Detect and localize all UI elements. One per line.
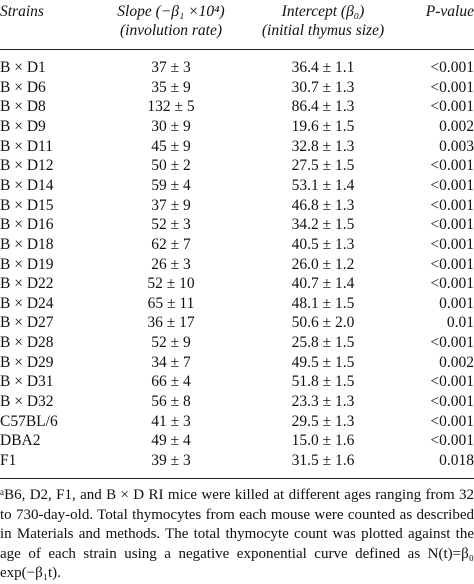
table-cell: <0.001 <box>430 373 474 391</box>
table-cell: B × D14 <box>0 176 54 194</box>
table-cell: <0.001 <box>430 235 474 253</box>
table-cell: <0.001 <box>430 78 474 96</box>
table-cell: <0.001 <box>430 412 474 430</box>
column-header: Intercept (β₀) <box>281 3 365 20</box>
table-cell: 36.4 ± 1.1 <box>291 59 355 76</box>
table-cell: 52 ± 3 <box>151 216 191 234</box>
table-cell: 37 ± 9 <box>151 196 191 214</box>
table-cell: 19.6 ± 1.5 <box>291 117 355 135</box>
table-cell: 59 ± 4 <box>151 176 191 194</box>
table-cell: <0.001 <box>430 393 474 411</box>
table-cell: B × D22 <box>0 275 54 293</box>
table-cell: B × D6 <box>0 78 46 96</box>
table-cell: B × D12 <box>0 157 54 175</box>
table-cell: B × D18 <box>0 235 54 253</box>
table-cell: 49.5 ± 1.5 <box>291 353 355 371</box>
table-cell: 34.2 ± 1.5 <box>291 216 355 234</box>
table-cell: 48.1 ± 1.5 <box>291 294 355 312</box>
table-cell: 66 ± 4 <box>151 373 191 391</box>
table-cell: 53.1 ± 1.4 <box>291 176 355 194</box>
table-cell: <0.001 <box>430 176 474 194</box>
table-cell: 0.002 <box>439 353 474 371</box>
table-cell: 30.7 ± 1.3 <box>291 78 355 96</box>
table-cell: 52 ± 10 <box>147 275 195 293</box>
table-cell: 26.0 ± 1.2 <box>291 255 355 273</box>
table-cell: 52 ± 9 <box>151 334 191 352</box>
table-cell: B × D8 <box>0 98 46 116</box>
table-cell: 41 ± 3 <box>151 412 191 430</box>
table-cell: 45 ± 9 <box>151 137 191 155</box>
table-cell: 36 ± 17 <box>147 314 195 332</box>
footnote: ᵃB6, D2, F1, and B × D RI mice were kill… <box>0 487 474 581</box>
table-cell: 50.6 ± 2.0 <box>291 314 355 332</box>
table-cell: 86.4 ± 1.3 <box>291 98 355 116</box>
table-cell: 25.8 ± 1.5 <box>291 334 355 352</box>
table-cell: 30 ± 9 <box>151 117 191 135</box>
table-cell: B × D29 <box>0 353 54 371</box>
table-cell: 34 ± 7 <box>151 353 191 371</box>
table-cell: <0.001 <box>430 255 474 273</box>
table-cell: 0.01 <box>446 314 474 332</box>
table-cell: 39 ± 3 <box>151 452 191 469</box>
table-cell: <0.001 <box>430 98 474 116</box>
table-cell: <0.001 <box>430 196 474 214</box>
table-cell: 0.002 <box>439 117 474 135</box>
table-cell: 62 ± 7 <box>151 235 191 253</box>
table-cell: B × D11 <box>0 137 53 155</box>
table-cell: 51.8 ± 1.5 <box>291 373 355 391</box>
table-cell: 15.0 ± 1.6 <box>291 432 355 450</box>
table-cell: 46.8 ± 1.3 <box>291 196 355 214</box>
table-cell: 37 ± 3 <box>151 59 191 76</box>
table-cell: 35 ± 9 <box>151 78 191 96</box>
table-cell: 0.003 <box>439 137 474 155</box>
column-header: Strains <box>0 3 44 20</box>
table-cell: 56 ± 8 <box>151 393 191 411</box>
table-cell: <0.001 <box>430 216 474 234</box>
table-cell: B × D15 <box>0 196 54 214</box>
table-cell: 29.5 ± 1.3 <box>291 412 355 430</box>
table-cell: 132 ± 5 <box>147 98 195 116</box>
table-cell: B × D16 <box>0 216 54 234</box>
table-cell: B × D27 <box>0 314 54 332</box>
table-cell: 65 ± 11 <box>147 294 195 312</box>
table-cell: F1 <box>0 452 17 469</box>
table-cell: 23.3 ± 1.3 <box>291 393 355 411</box>
column-header: (initial thymus size) <box>261 22 385 39</box>
table-cell: B × D1 <box>0 59 46 76</box>
column-header: Slope (−β₁ ×10⁴) <box>117 3 225 20</box>
table-cell: <0.001 <box>430 157 474 175</box>
column-header: (involution rate) <box>119 22 223 39</box>
table-cell: 26 ± 3 <box>151 255 191 273</box>
table-cell: 32.8 ± 1.3 <box>291 137 355 155</box>
table-cell: 40.5 ± 1.3 <box>291 235 355 253</box>
table-cell: <0.001 <box>430 334 474 352</box>
table-cell: <0.001 <box>430 432 474 450</box>
table-cell: B × D9 <box>0 117 46 135</box>
table-cell: B × D28 <box>0 334 54 352</box>
table-cell: 49 ± 4 <box>151 432 191 450</box>
table-cell: <0.001 <box>430 275 474 293</box>
table-cell: C57BL/6 <box>0 412 58 430</box>
table-cell: B × D19 <box>0 255 54 273</box>
table-cell: 31.5 ± 1.6 <box>291 452 355 469</box>
table-cell: DBA2 <box>0 432 41 450</box>
table-cell: 27.5 ± 1.5 <box>291 157 355 175</box>
table-cell: 0.001 <box>439 294 474 312</box>
column-header: P-value <box>425 3 474 20</box>
table-cell: B × D31 <box>0 373 54 391</box>
page: Strains Slope (−β₁ ×10⁴) (involution rate)… <box>0 3 474 581</box>
table-cell: B × D32 <box>0 393 54 411</box>
table-cell: B × D24 <box>0 294 54 312</box>
table-cell: <0.001 <box>430 59 474 76</box>
header-rule <box>0 49 474 50</box>
table-cell: 40.7 ± 1.4 <box>291 275 355 293</box>
table-cell: 50 ± 2 <box>151 157 191 175</box>
table-cell: 0.018 <box>439 452 474 469</box>
bottom-rule <box>0 478 474 479</box>
